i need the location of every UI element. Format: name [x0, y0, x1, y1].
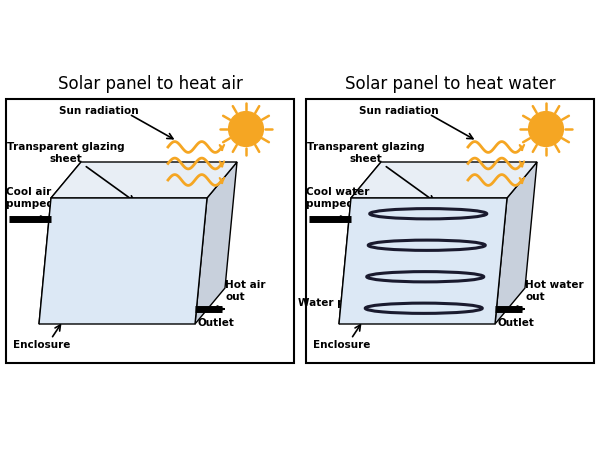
Text: Outlet: Outlet	[498, 318, 535, 328]
Polygon shape	[51, 162, 237, 198]
Polygon shape	[39, 162, 81, 324]
Circle shape	[229, 112, 263, 146]
Text: Enclosure: Enclosure	[313, 340, 371, 350]
Text: Enclosure: Enclosure	[13, 340, 71, 350]
Polygon shape	[495, 162, 537, 324]
FancyBboxPatch shape	[6, 99, 294, 363]
Text: Transparent glazing
sheet: Transparent glazing sheet	[307, 142, 425, 164]
Text: IELTS-Blog.com: IELTS-Blog.com	[49, 233, 179, 248]
Text: Cool water
pumped in: Cool water pumped in	[306, 187, 370, 209]
Text: Hot air
out: Hot air out	[225, 280, 265, 302]
FancyBboxPatch shape	[306, 99, 594, 363]
Text: Hot water
out: Hot water out	[525, 280, 584, 302]
Text: Outlet: Outlet	[198, 318, 235, 328]
Text: oy.com: oy.com	[384, 233, 444, 248]
Text: Solar panel to heat air: Solar panel to heat air	[58, 75, 242, 93]
Text: Sun radiation: Sun radiation	[359, 106, 439, 116]
Polygon shape	[339, 162, 381, 324]
Text: Sun radiation: Sun radiation	[59, 106, 139, 116]
Text: Cool air
pumped in: Cool air pumped in	[6, 187, 68, 209]
Text: Transparent glazing
sheet: Transparent glazing sheet	[7, 142, 125, 164]
Text: Inlet: Inlet	[357, 226, 384, 237]
Text: Solar panel to heat water: Solar panel to heat water	[344, 75, 556, 93]
Polygon shape	[39, 198, 207, 324]
Text: Water pipe: Water pipe	[298, 298, 362, 308]
Polygon shape	[339, 198, 507, 324]
Polygon shape	[195, 162, 237, 324]
Text: Inlet: Inlet	[57, 226, 84, 237]
Polygon shape	[351, 162, 537, 198]
Circle shape	[529, 112, 563, 146]
